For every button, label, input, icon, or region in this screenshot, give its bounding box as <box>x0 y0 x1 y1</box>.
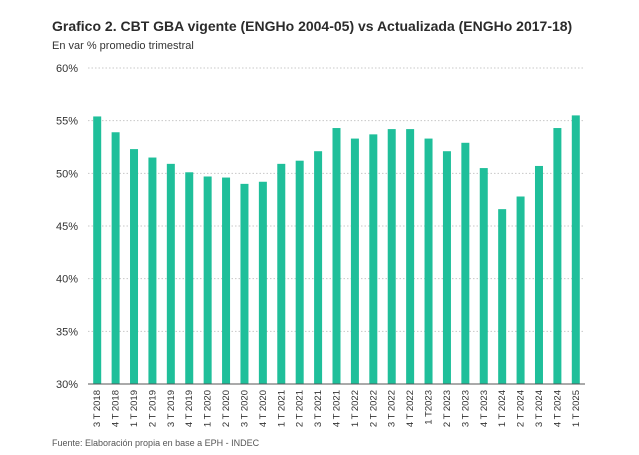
bar <box>442 151 451 384</box>
bar <box>277 163 286 384</box>
bar <box>534 165 543 384</box>
y-axis-ticks: 30% 35% 40% 45% 50% 55% 60% <box>56 63 78 391</box>
y-tick-label: 45% <box>56 221 78 233</box>
x-tick-label: 3 T 2018 <box>92 390 103 427</box>
bar <box>350 138 359 384</box>
x-tick-label: 1 T 2021 <box>276 390 287 427</box>
x-tick-label: 1 T 2024 <box>497 390 508 427</box>
x-tick-label: 3 T 2023 <box>460 390 471 427</box>
x-tick-label: 2 T 2023 <box>442 390 453 427</box>
bar <box>369 134 378 384</box>
x-tick-label: 1 T 2022 <box>350 390 361 427</box>
y-tick-label: 30% <box>56 379 78 391</box>
bar <box>185 172 194 384</box>
y-tick-label: 60% <box>56 63 78 75</box>
bar <box>93 116 102 384</box>
x-tick-label: 2 T 2022 <box>368 390 379 427</box>
bar <box>111 132 120 384</box>
bar <box>222 177 231 384</box>
x-tick-label: 3 T 2019 <box>166 390 177 427</box>
bar <box>332 128 341 384</box>
bar <box>148 157 157 384</box>
bar <box>240 183 249 384</box>
chart-title: Grafico 2. CBT GBA vigente (ENGHo 2004-0… <box>52 18 573 34</box>
x-axis-labels: 3 T 2018 4 T 2018 1 T 2019 2 T 2019 3 T 2019… <box>92 390 582 427</box>
bars <box>93 115 580 385</box>
x-tick-label: 2 T 2019 <box>147 390 158 427</box>
x-tick-label: 3 T 2020 <box>239 390 250 427</box>
chart-source: Fuente: Elaboración propia en base a EPH… <box>52 438 260 448</box>
bar <box>516 196 525 384</box>
x-tick-label: 3 T 2022 <box>387 390 398 427</box>
bar <box>406 129 415 384</box>
bar <box>461 142 470 384</box>
x-tick-label: 4 T 2024 <box>552 390 563 427</box>
x-tick-label: 3 T 2024 <box>534 390 545 427</box>
bar <box>130 149 139 384</box>
bar <box>553 128 562 384</box>
x-tick-label: 4 T 2018 <box>111 390 122 427</box>
x-tick-label: 1 T2023 <box>424 390 435 425</box>
bar <box>203 176 212 384</box>
x-tick-label: 3 T 2021 <box>313 390 324 427</box>
bar <box>258 181 267 384</box>
bar <box>166 163 175 384</box>
y-tick-label: 35% <box>56 326 78 338</box>
bar <box>387 129 396 384</box>
x-tick-label: 1 T 2019 <box>129 390 140 427</box>
x-tick-label: 4 T 2020 <box>258 390 269 427</box>
x-tick-label: 4 T 2022 <box>405 390 416 427</box>
bar <box>571 115 580 385</box>
x-tick-label: 4 T 2019 <box>184 390 195 427</box>
bar <box>498 209 507 384</box>
y-tick-label: 55% <box>56 116 78 128</box>
y-tick-label: 40% <box>56 274 78 286</box>
x-tick-label: 2 T 2020 <box>221 390 232 427</box>
x-tick-label: 2 T 2021 <box>295 390 306 427</box>
x-tick-label: 1 T 2020 <box>203 390 214 427</box>
bar <box>424 138 433 384</box>
y-tick-label: 50% <box>56 168 78 180</box>
x-tick-label: 4 T 2023 <box>479 390 490 427</box>
x-tick-label: 2 T 2024 <box>516 390 527 427</box>
bar <box>295 160 304 384</box>
chart-subtitle: En var % promedio trimestral <box>52 40 194 52</box>
bar <box>314 151 323 384</box>
x-tick-label: 1 T 2025 <box>571 390 582 427</box>
x-tick-label: 4 T 2021 <box>332 390 343 427</box>
bar <box>479 168 488 384</box>
